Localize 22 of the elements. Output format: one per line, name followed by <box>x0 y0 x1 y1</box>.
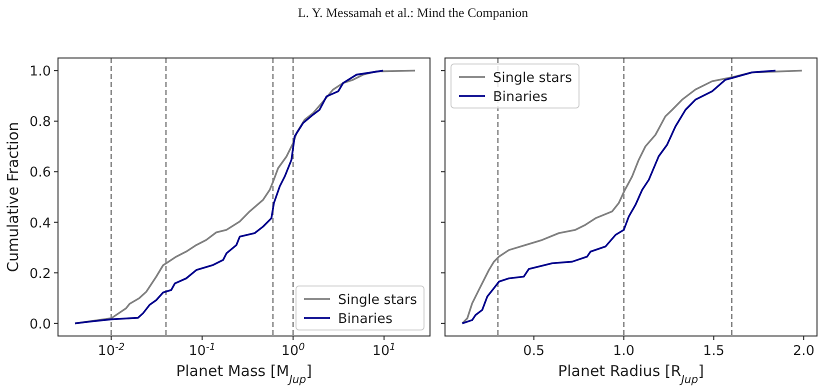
x-tick-label: 1.0 <box>613 343 635 359</box>
x-tick-label: 10$^{1}$ <box>372 342 396 359</box>
legend-label: Single stars <box>338 292 417 308</box>
x-axis-title: Planet Mass [M$_{Jup}$] <box>176 362 312 386</box>
y-tick-label: 0.8 <box>30 114 51 130</box>
x-axis-title: Planet Radius [R$_{Jup}$] <box>558 362 704 386</box>
y-tick-label: 0.2 <box>30 266 51 282</box>
y-tick-label: 1.0 <box>30 64 51 80</box>
x-tick-label: 10$^{0}$ <box>281 342 305 359</box>
text: L. Y. Messamah et al.: Mind the Companion <box>298 5 529 20</box>
y-tick-label: 0.0 <box>30 316 51 332</box>
x-tick-label: 10$^{-2}$ <box>98 342 125 359</box>
x-tick-label: 2.0 <box>792 343 814 359</box>
y-tick-label: 0.4 <box>30 215 51 232</box>
x-tick-label: 0.5 <box>523 343 545 359</box>
legend-label: Binaries <box>338 311 392 327</box>
legend-label: Single stars <box>493 70 572 86</box>
x-tick-label: 1.5 <box>703 343 724 359</box>
x-tick-label: 10$^{-1}$ <box>188 342 216 359</box>
legend-label: Binaries <box>493 89 548 105</box>
y-axis-title: Cumulative Fraction <box>4 122 22 272</box>
y-tick-label: 0.6 <box>30 164 51 181</box>
